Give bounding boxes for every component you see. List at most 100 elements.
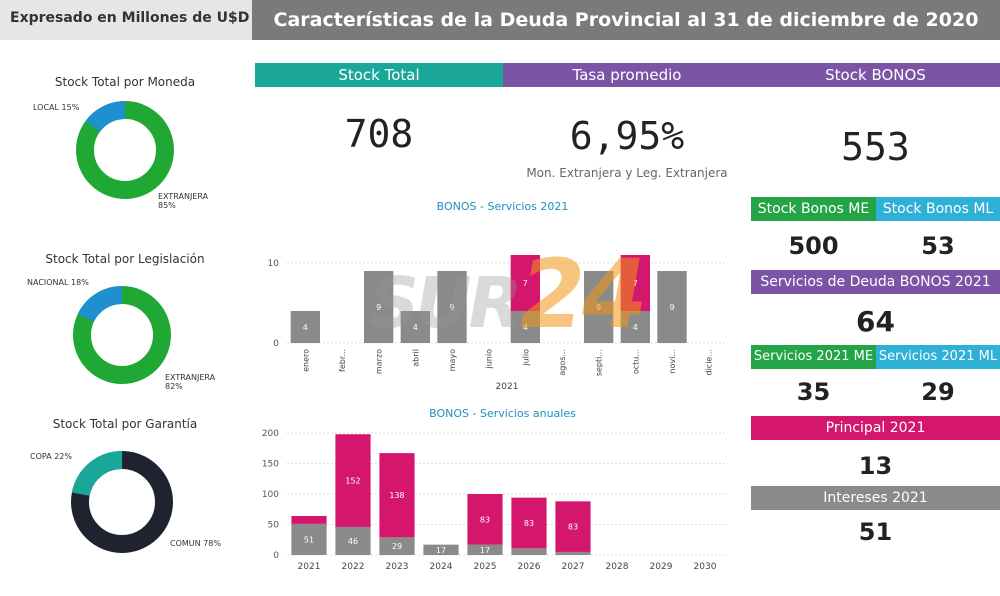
x-tick-label: 2022	[342, 562, 365, 572]
bar-value-label: 4	[633, 323, 638, 332]
chart-monthly: 0 10 4 enero febr... 9 marzo 4 abril 9 mayo junio 4 7…	[268, 255, 727, 392]
bar-segment	[510, 255, 540, 311]
bar-value-label: 138	[389, 491, 404, 500]
y-tick-label: 0	[273, 339, 279, 349]
pie-label-comun: COMUN 78%	[170, 539, 221, 548]
pie-chart-legislacion	[73, 286, 171, 384]
bar-segment	[364, 271, 394, 343]
x-tick-label: 2028	[606, 562, 629, 572]
bar-value-label: 7	[633, 279, 638, 288]
pie-chart-moneda	[75, 101, 174, 199]
bar-segment	[291, 523, 327, 555]
pie-title-moneda: Stock Total por Moneda	[54, 75, 196, 89]
bar-value-label: 83	[480, 515, 490, 524]
bar-value-label: 83	[524, 519, 534, 528]
x-tick-label: 2027	[562, 562, 585, 572]
chart-monthly-title: BONOS - Servicios 2021	[436, 200, 569, 213]
x-tick-label: 2030	[694, 562, 717, 572]
x-tick-label: julio	[521, 349, 530, 367]
x-tick-label: novi...	[668, 349, 677, 374]
chart-annual-title: BONOS - Servicios anuales	[429, 407, 576, 420]
serv-me-value: 35	[796, 378, 831, 406]
bar-segment	[379, 453, 415, 538]
y-tick-label: 10	[268, 259, 280, 269]
bar-segment	[657, 271, 687, 343]
bar-value-label: 7	[523, 279, 528, 288]
bar-value-label: 4	[303, 323, 308, 332]
stock-bonos-header: Stock BONOS	[751, 63, 1000, 87]
pie-slice-local	[75, 101, 174, 199]
stock-total-value: 708	[344, 112, 414, 156]
bar-segment	[291, 515, 327, 524]
bar-segment	[467, 544, 503, 555]
x-tick-label: mayo	[448, 349, 457, 371]
bar-value-label: 9	[449, 303, 454, 312]
x-tick-label: 2024	[430, 562, 453, 572]
servicios-value: 64	[856, 305, 895, 338]
bar-value-label: 51	[304, 535, 314, 544]
tasa-header: Tasa promedio	[503, 63, 751, 87]
bar-value-label: 29	[392, 542, 402, 551]
bar-segment	[437, 271, 467, 343]
bar-segment	[423, 544, 459, 555]
pie-label-extranjera-leg: EXTRANJERA 82%	[165, 373, 216, 391]
tasa-value: 6,95%	[569, 114, 685, 158]
stock-ml-value: 53	[921, 232, 955, 260]
bar-segment	[511, 497, 547, 549]
bar-value-label: 17	[480, 546, 490, 555]
bar-segment	[379, 537, 415, 555]
bar-value-label: 4	[413, 323, 418, 332]
bar-segment	[335, 434, 371, 527]
bar-value-label: 17	[436, 546, 446, 555]
bar-segment	[555, 501, 591, 552]
x-tick-label: octu...	[631, 349, 640, 374]
bar-segment	[620, 255, 650, 311]
stock-bonos-value: 553	[841, 125, 910, 169]
bar-segment	[335, 526, 371, 555]
bar-segment	[555, 551, 591, 555]
bar-value-label: 9	[376, 303, 381, 312]
stock-me-value: 500	[788, 232, 839, 260]
bar-segment	[510, 311, 540, 343]
bar-segment	[620, 311, 650, 343]
chart-annual: 0 50 100 150 200 51 2021 46 152 2022 29 138 2023 17 20…	[262, 429, 727, 572]
bar-value-label: 4	[523, 323, 528, 332]
principal-value: 13	[858, 452, 893, 480]
x-tick-label: 2026	[518, 562, 541, 572]
bar-value-label: 152	[345, 477, 360, 486]
x-axis-label: 2021	[496, 382, 519, 392]
bar-segment	[467, 494, 503, 545]
y-tick-label: 50	[268, 521, 280, 531]
bar-segment	[511, 548, 547, 555]
y-tick-label: 0	[273, 551, 279, 561]
x-tick-label: 2029	[650, 562, 673, 572]
x-tick-label: 2023	[386, 562, 409, 572]
serv-me-header: Servicios 2021 ME	[751, 345, 876, 369]
bar-value-label: 83	[568, 523, 578, 532]
servicios-header: Servicios de Deuda BONOS 2021	[751, 270, 1000, 294]
stock-me-header: Stock Bonos ME	[751, 197, 876, 221]
x-tick-label: septi...	[595, 349, 604, 376]
x-tick-label: abril	[411, 349, 420, 367]
bar-segment	[584, 271, 614, 343]
principal-header: Principal 2021	[751, 416, 1000, 440]
y-tick-label: 200	[262, 429, 279, 439]
bar-segment	[290, 311, 320, 343]
x-tick-label: enero	[301, 349, 310, 372]
pie-title-garantia: Stock Total por Garantía	[52, 417, 198, 431]
bar-value-label: 9	[596, 303, 601, 312]
tasa-subtitle: Mon. Extranjera y Leg. Extranjera	[526, 166, 728, 180]
x-tick-label: junio	[485, 349, 494, 370]
pie-label-copa: COPA 22%	[30, 452, 72, 461]
unit-label: Expresado en Millones de U$D	[0, 0, 252, 40]
intereses-value: 51	[858, 518, 893, 546]
serv-ml-header: Servicios 2021 ML	[876, 345, 1000, 369]
pie-slice-copa	[71, 451, 173, 553]
pie-chart-garantia	[71, 451, 173, 553]
x-tick-label: 2025	[474, 562, 497, 572]
serv-ml-value: 29	[921, 378, 955, 406]
pie-title-legislacion: Stock Total por Legislación	[45, 252, 205, 266]
x-tick-label: dicie...	[705, 349, 714, 375]
x-tick-label: febr...	[338, 349, 347, 372]
pie-label-nacional: NACIONAL 18%	[27, 278, 89, 287]
